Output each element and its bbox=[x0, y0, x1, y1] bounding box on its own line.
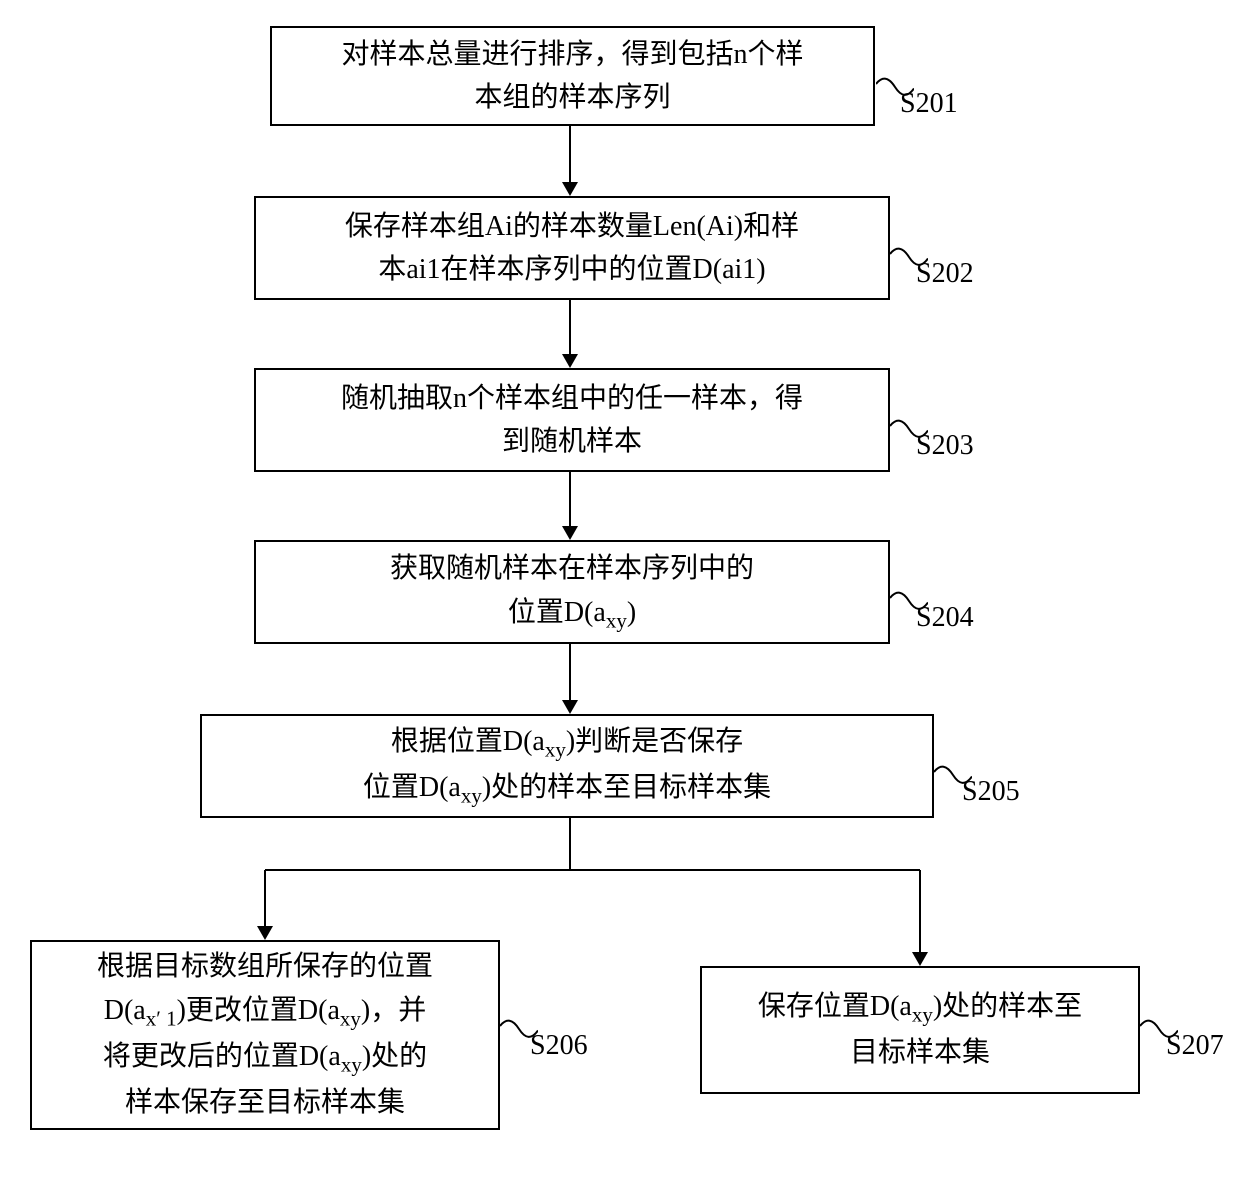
edge-line bbox=[919, 870, 921, 952]
flowchart-container: 对样本总量进行排序，得到包括n个样 本组的样本序列S201保存样本组Ai的样本数… bbox=[0, 0, 1240, 1188]
node-text: 获取随机样本在样本序列中的 位置D(axy) bbox=[390, 547, 754, 637]
arrow-head-icon bbox=[562, 700, 578, 714]
node-text: 根据位置D(axy)判断是否保存 位置D(axy)处的样本至目标样本集 bbox=[363, 720, 771, 812]
arrow-head-icon bbox=[912, 952, 928, 966]
node-text: 对样本总量进行排序，得到包括n个样 本组的样本序列 bbox=[341, 33, 803, 120]
flow-node-n5: 根据位置D(axy)判断是否保存 位置D(axy)处的样本至目标样本集 bbox=[200, 714, 934, 818]
squiggle-icon bbox=[890, 586, 928, 616]
arrow-head-icon bbox=[562, 526, 578, 540]
flow-node-n7: 保存位置D(axy)处的样本至 目标样本集 bbox=[700, 966, 1140, 1094]
edge-line bbox=[569, 300, 571, 354]
flow-node-n3: 随机抽取n个样本组中的任一样本，得 到随机样本 bbox=[254, 368, 890, 472]
arrow-head-icon bbox=[562, 182, 578, 196]
edge-line bbox=[569, 126, 571, 182]
flow-node-n2: 保存样本组Ai的样本数量Len(Ai)和样 本ai1在样本序列中的位置D(ai1… bbox=[254, 196, 890, 300]
node-text: 保存位置D(axy)处的样本至 目标样本集 bbox=[758, 985, 1082, 1075]
squiggle-icon bbox=[500, 1014, 538, 1044]
squiggle-icon bbox=[890, 242, 928, 272]
flow-node-n1: 对样本总量进行排序，得到包括n个样 本组的样本序列 bbox=[270, 26, 875, 126]
edge-line bbox=[569, 644, 571, 700]
node-text: 随机抽取n个样本组中的任一样本，得 到随机样本 bbox=[341, 377, 803, 464]
squiggle-icon bbox=[876, 72, 914, 102]
arrow-head-icon bbox=[257, 926, 273, 940]
squiggle-icon bbox=[934, 760, 972, 790]
squiggle-icon bbox=[890, 414, 928, 444]
flow-node-n4: 获取随机样本在样本序列中的 位置D(axy) bbox=[254, 540, 890, 644]
edge-line bbox=[265, 869, 920, 871]
edge-line bbox=[569, 818, 571, 870]
arrow-head-icon bbox=[562, 354, 578, 368]
flow-node-n6: 根据目标数组所保存的位置 D(ax′ 1)更改位置D(axy)，并 将更改后的位… bbox=[30, 940, 500, 1130]
edge-line bbox=[264, 870, 266, 926]
squiggle-icon bbox=[1140, 1014, 1178, 1044]
node-text: 保存样本组Ai的样本数量Len(Ai)和样 本ai1在样本序列中的位置D(ai1… bbox=[345, 205, 799, 292]
edge-line bbox=[569, 472, 571, 526]
node-text: 根据目标数组所保存的位置 D(ax′ 1)更改位置D(axy)，并 将更改后的位… bbox=[97, 945, 433, 1124]
node-label-n6: S206 bbox=[530, 1030, 588, 1062]
